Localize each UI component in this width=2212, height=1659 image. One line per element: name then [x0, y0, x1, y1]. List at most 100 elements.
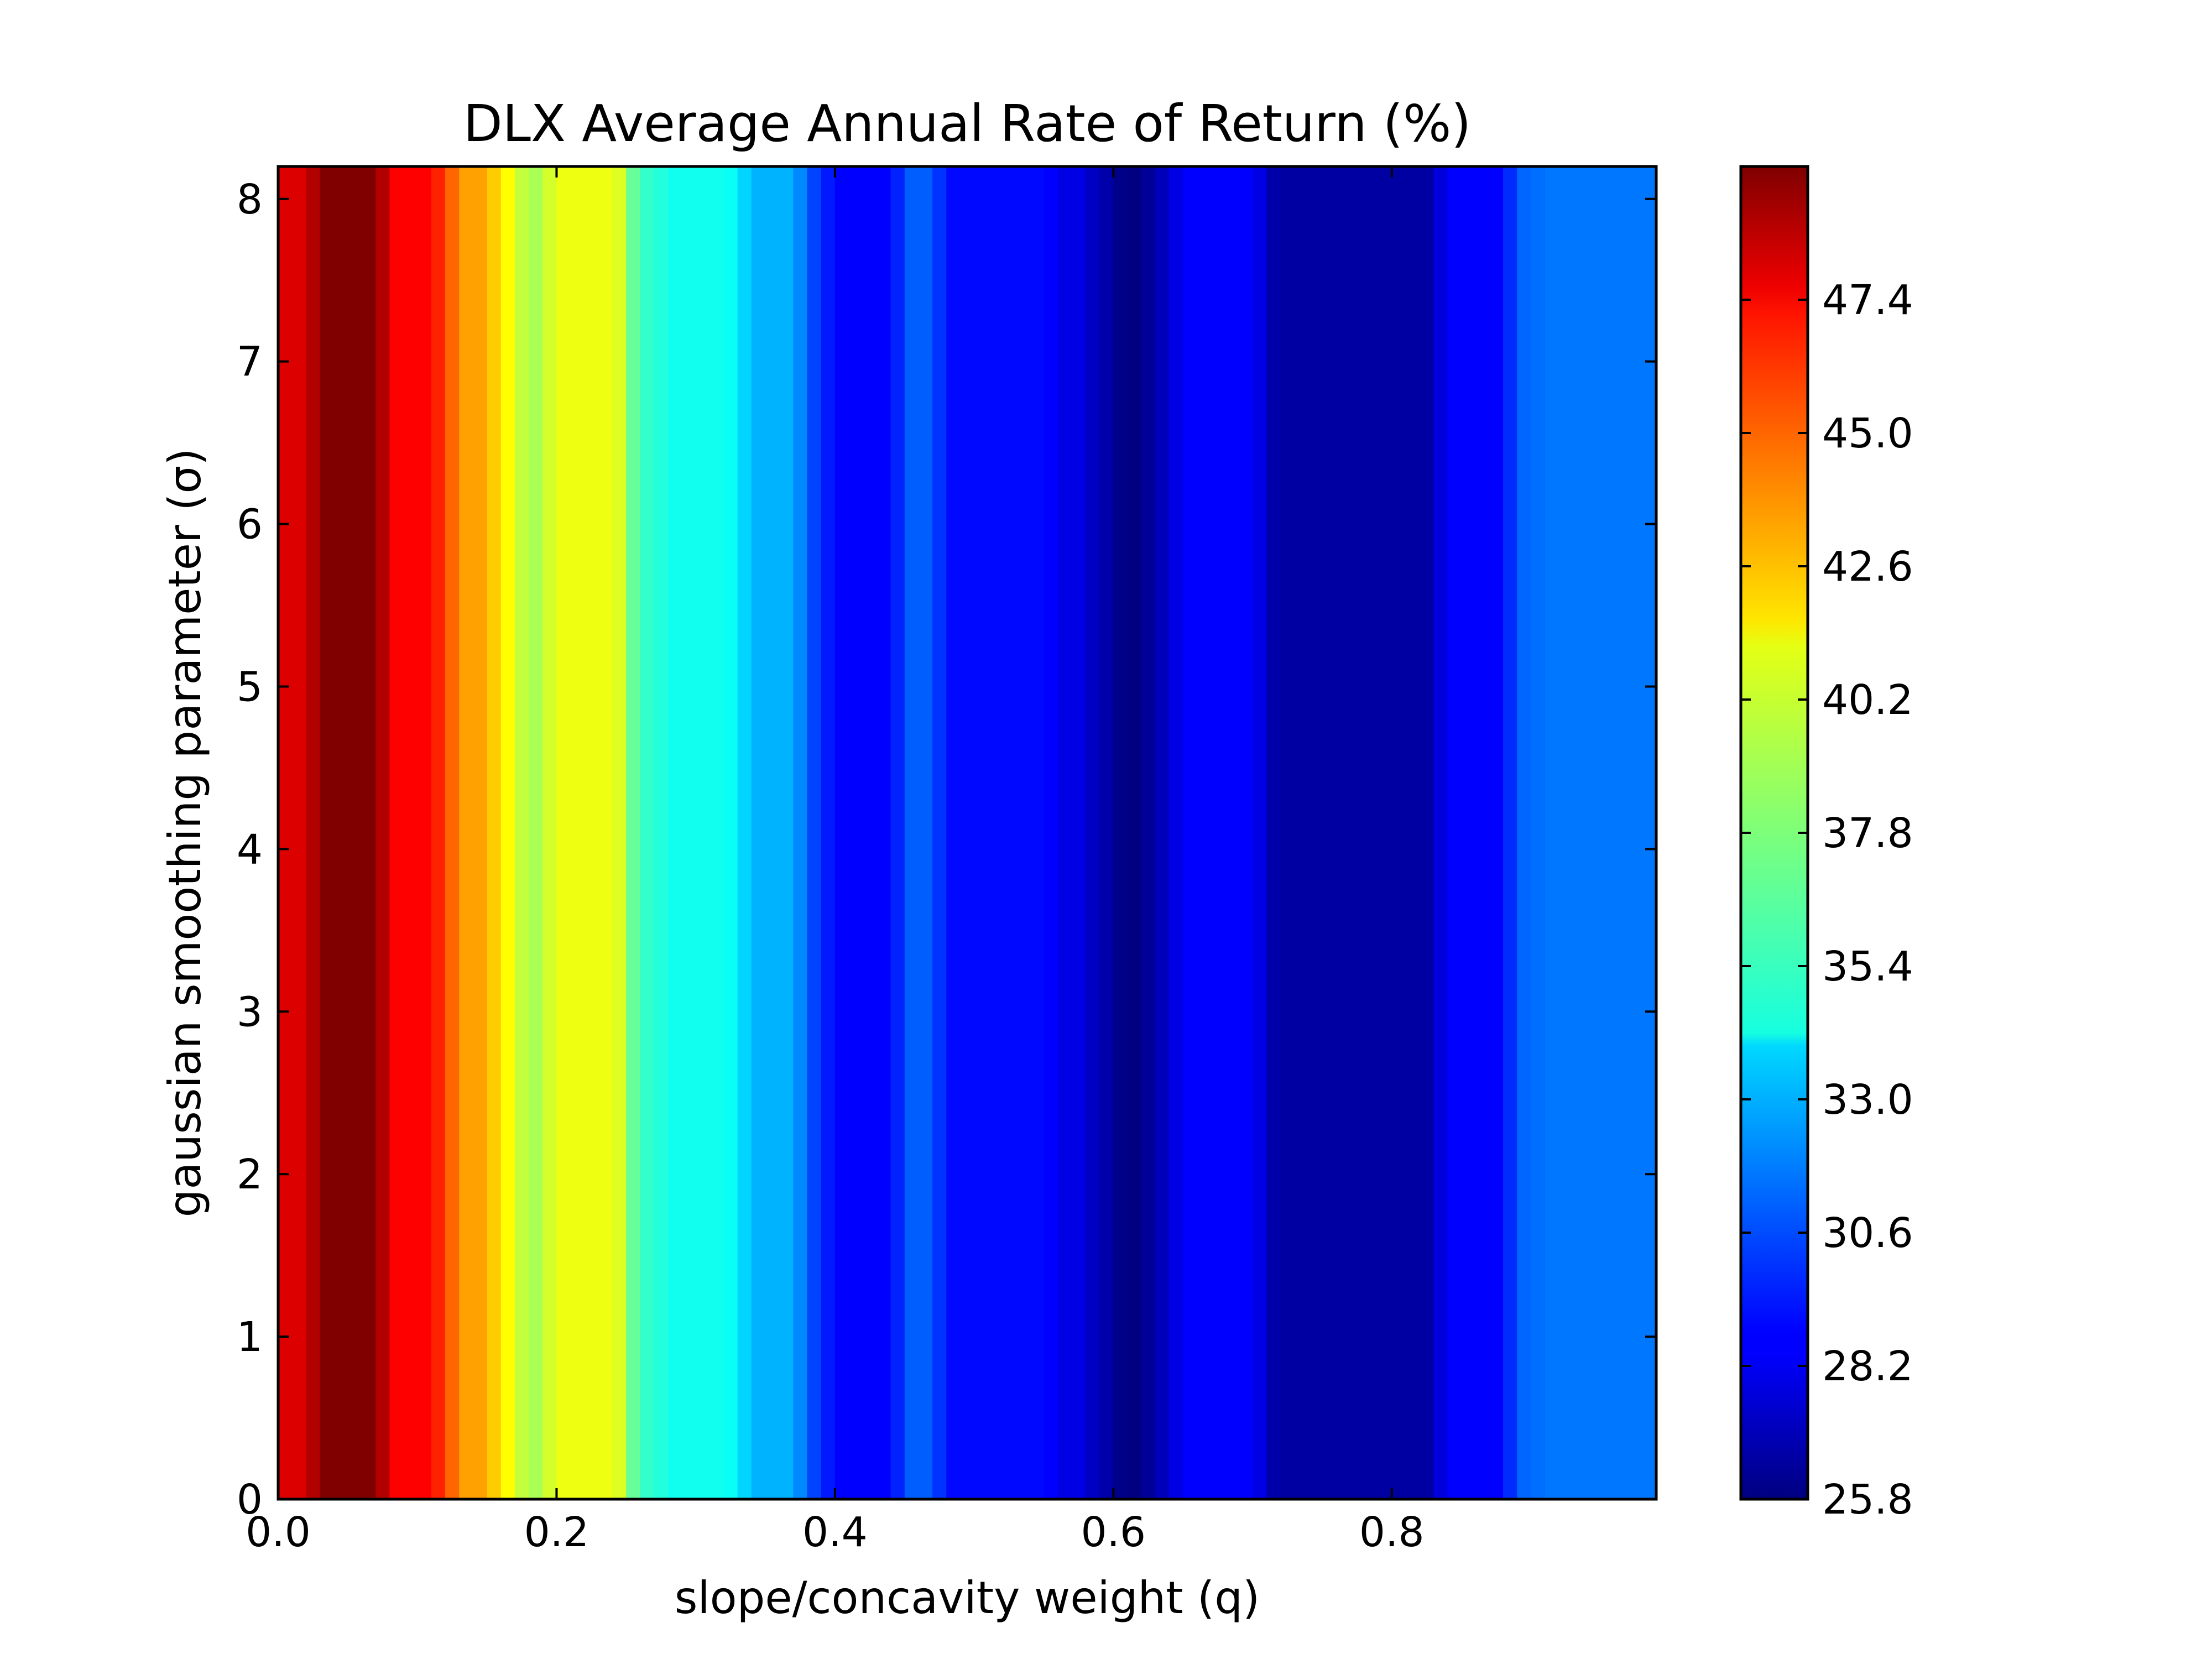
- heatmap-cell: [1057, 166, 1072, 1499]
- y-tick-label: 3: [237, 988, 263, 1036]
- y-axis-ticks: 0 1 2 3 4 5 6 7 8: [237, 176, 1656, 1524]
- heatmap-cell: [1475, 166, 1490, 1499]
- heatmap-cell: [1628, 166, 1643, 1499]
- heatmap-cell: [542, 166, 557, 1499]
- heatmap-cell: [1001, 166, 1016, 1499]
- heatmap-cell: [487, 166, 502, 1499]
- heatmap-cell: [1642, 166, 1657, 1499]
- heatmap-cells: [278, 166, 1657, 1499]
- heatmap-cell: [1197, 166, 1212, 1499]
- heatmap-cell: [445, 166, 460, 1499]
- heatmap-cell: [1517, 166, 1532, 1499]
- colorbar: [1739, 165, 1809, 1501]
- y-tick-label: 2: [237, 1151, 263, 1198]
- heatmap-cell: [1280, 166, 1295, 1499]
- x-tick-label: 0.4: [802, 1509, 868, 1556]
- heatmap-cell: [556, 166, 571, 1499]
- heatmap-cell: [1405, 166, 1420, 1499]
- heatmap-cell: [681, 166, 696, 1499]
- heatmap-cell: [960, 166, 975, 1499]
- heatmap-cell: [1238, 166, 1253, 1499]
- colorbar-tick-label: 25.8: [1822, 1476, 1913, 1524]
- heatmap-cell: [1099, 166, 1114, 1499]
- heatmap-cell: [1266, 166, 1281, 1499]
- heatmap-cell: [654, 166, 669, 1499]
- heatmap-cell: [834, 166, 849, 1499]
- heatmap-cell: [1294, 166, 1309, 1499]
- heatmap-cell: [1447, 166, 1462, 1499]
- heatmap-cell: [333, 166, 348, 1499]
- heatmap-cell: [1071, 166, 1086, 1499]
- heatmap-cell: [389, 166, 404, 1499]
- heatmap-cell: [1433, 166, 1448, 1499]
- x-tick-label: 0.6: [1081, 1509, 1146, 1556]
- colorbar-tick-label: 28.2: [1822, 1343, 1913, 1390]
- heatmap-cell: [612, 166, 627, 1499]
- heatmap-cell: [1391, 166, 1406, 1499]
- chart-title: DLX Average Annual Rate of Return (%): [463, 94, 1471, 153]
- heatmap-cell: [974, 166, 989, 1499]
- heatmap-cell: [793, 166, 808, 1499]
- heatmap-cell: [1350, 166, 1365, 1499]
- heatmap-cell: [473, 166, 488, 1499]
- heatmap-cell: [1141, 166, 1156, 1499]
- x-tick-label: 0.2: [524, 1509, 589, 1556]
- heatmap-cell: [1614, 166, 1629, 1499]
- heatmap-cell: [1503, 166, 1518, 1499]
- heatmap-cell: [417, 166, 432, 1499]
- heatmap-cell: [570, 166, 585, 1499]
- heatmap-cell: [584, 166, 599, 1499]
- x-axis-ticks: 0.0 0.2 0.4 0.6 0.8: [246, 166, 1425, 1556]
- colorbar-ticks: 25.8 28.2 30.6 33.0 35.4 37.8 40.2 42.6 45.0 47.4: [1741, 276, 1913, 1524]
- heatmap-cell: [737, 166, 752, 1499]
- heatmap-cell: [863, 166, 878, 1499]
- heatmap-cell: [1364, 166, 1379, 1499]
- heatmap-cell: [877, 166, 891, 1499]
- heatmap-cell: [1183, 166, 1198, 1499]
- y-tick-label: 0: [237, 1476, 263, 1524]
- heatmap-cell: [1113, 166, 1128, 1499]
- heatmap-cell: [278, 166, 293, 1499]
- heatmap-cell: [904, 166, 919, 1499]
- heatmap-cell: [1461, 166, 1476, 1499]
- heatmap-cell: [1378, 166, 1392, 1499]
- heatmap-cell: [640, 166, 655, 1499]
- heatmap-cell: [1572, 166, 1587, 1499]
- heatmap-cell: [320, 166, 335, 1499]
- heatmap-cell: [1127, 166, 1142, 1499]
- colorbar-tick-label: 47.4: [1822, 276, 1913, 324]
- x-tick-label: 0.0: [246, 1509, 311, 1556]
- heatmap-cell: [1336, 166, 1351, 1499]
- colorbar-tick-label: 42.6: [1822, 543, 1913, 591]
- heatmap-cell: [626, 166, 641, 1499]
- y-tick-label: 7: [237, 338, 263, 386]
- heatmap-cell: [375, 166, 390, 1499]
- heatmap-cell: [779, 166, 794, 1499]
- colorbar-tick-label: 35.4: [1822, 943, 1913, 990]
- heatmap-cell: [529, 166, 544, 1499]
- heatmap-cell: [1085, 166, 1100, 1499]
- colorbar-tick-label: 30.6: [1822, 1209, 1913, 1257]
- heatmap-cell: [362, 166, 377, 1499]
- heatmap-cell: [1600, 166, 1615, 1499]
- y-tick-label: 1: [237, 1313, 263, 1361]
- plot-frame: [276, 165, 1658, 1501]
- heatmap-cell: [918, 166, 933, 1499]
- heatmap-cell: [1322, 166, 1337, 1499]
- heatmap-cell: [988, 166, 1003, 1499]
- heatmap-cell: [1587, 166, 1601, 1499]
- x-axis-label: slope/concavity weight (q): [675, 1572, 1260, 1624]
- heatmap-cell: [709, 166, 724, 1499]
- x-tick-label: 0.8: [1359, 1509, 1425, 1556]
- heatmap-cell: [723, 166, 738, 1499]
- heatmap-cell: [667, 166, 682, 1499]
- heatmap-cell: [849, 166, 864, 1499]
- heatmap-cell: [1168, 166, 1183, 1499]
- heatmap-cell: [1016, 166, 1031, 1499]
- heatmap-cell: [1155, 166, 1170, 1499]
- heatmap-cell: [514, 166, 529, 1499]
- heatmap-cell: [347, 166, 362, 1499]
- heatmap-cell: [932, 166, 947, 1499]
